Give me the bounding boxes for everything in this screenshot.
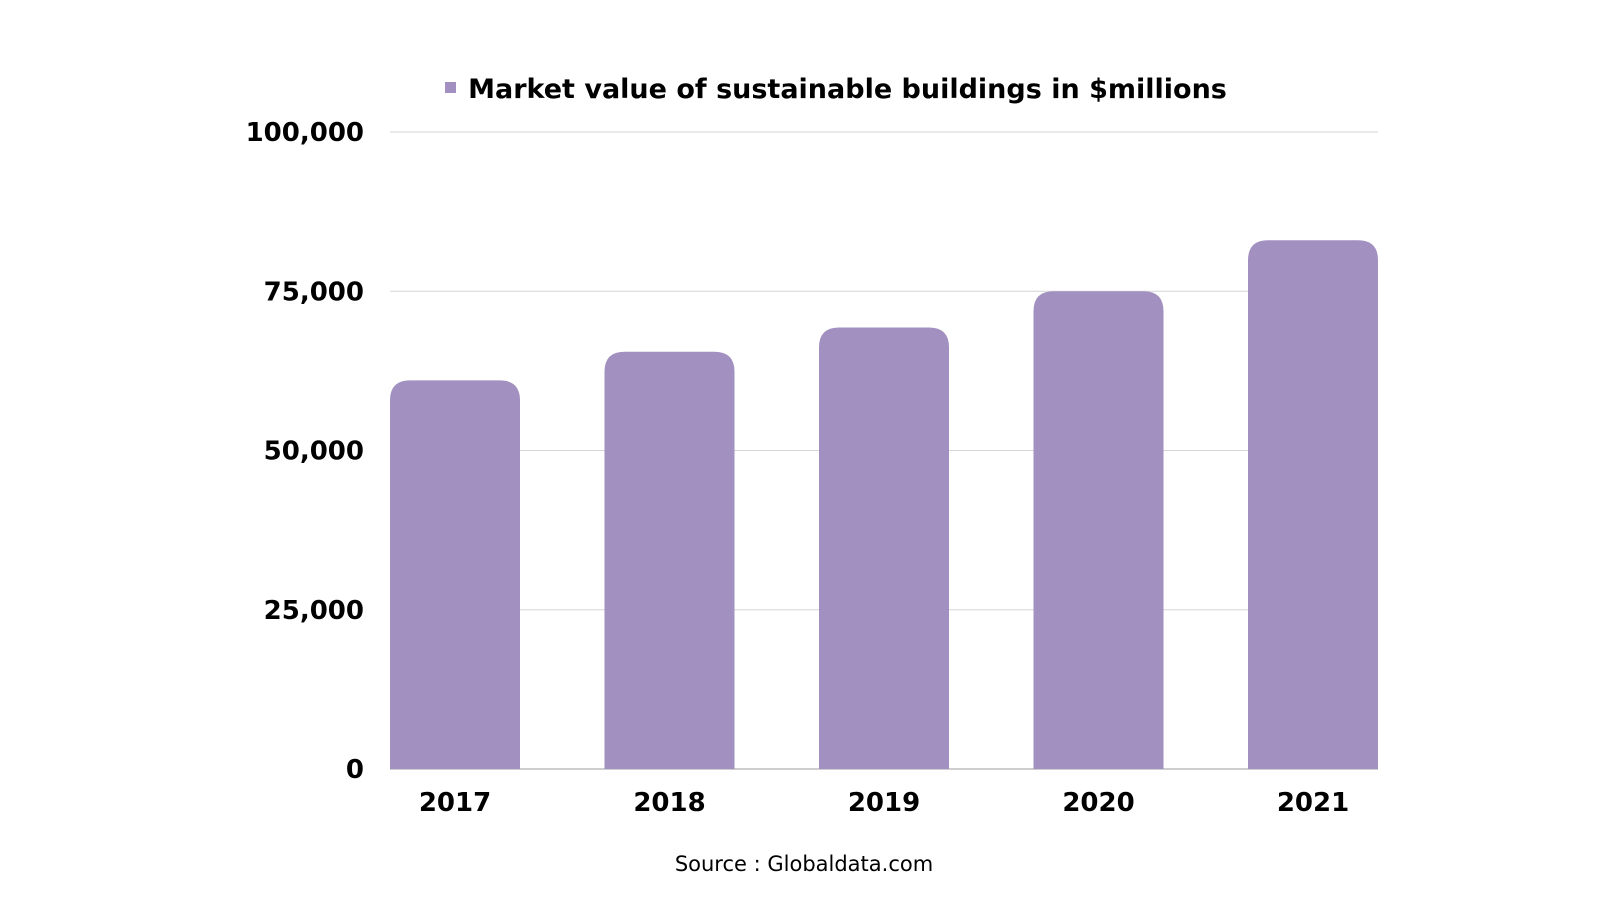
y-tick-label: 50,000	[264, 437, 364, 467]
x-tick-label: 2020	[1062, 788, 1134, 818]
y-tick-label: 75,000	[264, 277, 364, 307]
bar-2021	[1248, 240, 1378, 770]
y-tick-label: 25,000	[264, 596, 364, 626]
y-tick-label: 100,000	[246, 118, 364, 148]
bar-2020	[1033, 291, 1164, 769]
x-tick-label: 2021	[1277, 788, 1349, 818]
bar-2017	[390, 380, 520, 769]
bar-2018	[604, 351, 735, 769]
chart-legend: Market value of sustainable buildings in…	[0, 74, 1600, 105]
legend-swatch	[445, 82, 457, 93]
y-axis-tick-labels: 0 25,000 50,000 75,000 100,000	[246, 118, 364, 785]
legend-label: Market value of sustainable buildings in…	[468, 74, 1227, 105]
source-note: Source : Globaldata.com	[674, 852, 934, 876]
bars	[390, 240, 1378, 770]
x-axis-tick-labels: 2017 2018 2019 2020 2021	[419, 788, 1349, 818]
y-tick-label: 0	[346, 755, 364, 785]
x-tick-label: 2019	[848, 788, 920, 818]
x-tick-label: 2018	[633, 788, 705, 818]
x-tick-label: 2017	[419, 788, 491, 818]
bar-2019	[819, 327, 949, 769]
